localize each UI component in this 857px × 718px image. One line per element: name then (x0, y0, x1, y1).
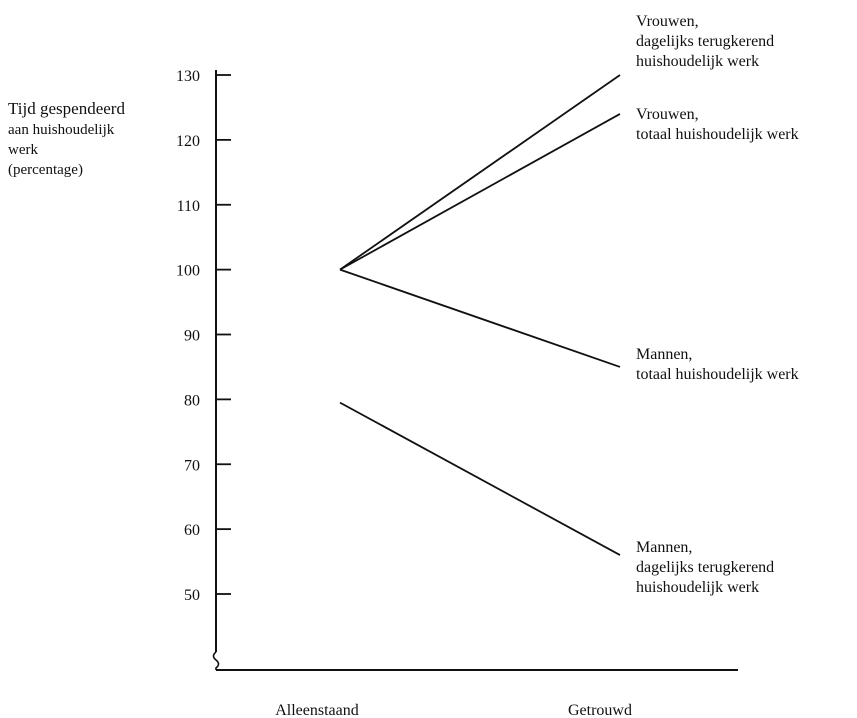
series-label-3-line-1: Mannen, (636, 346, 692, 363)
series-line-2 (339, 113, 621, 271)
y-tick-label-90: 90 (184, 328, 200, 345)
category-label-1: Alleenstaand (275, 702, 359, 718)
y-tick-label-130: 130 (176, 68, 200, 85)
y-tick-label-70: 70 (184, 457, 200, 474)
series-label-2: Vrouwen, totaal huishoudelijk werk (636, 106, 799, 143)
series-label-1-line-3: huishoudelijk werk (636, 53, 759, 70)
series-label-4-line-3: huishoudelijk werk (636, 579, 759, 596)
y-tick-label-110: 110 (177, 198, 200, 215)
series-label-4-line-2: dagelijks terugkerend (636, 559, 774, 576)
y-tick-label-80: 80 (184, 392, 200, 409)
y-axis-label: Tijd gespendeerd aan huishoudelijk werk … (8, 98, 125, 180)
series-line-1 (339, 74, 621, 271)
y-axis-label-line-4: (percentage) (8, 162, 83, 178)
series-label-4-line-1: Mannen, (636, 539, 692, 556)
y-axis-label-line-1: Tijd gespendeerd (8, 99, 125, 118)
y-ticks: 50 60 70 80 90 100 110 120 130 (176, 68, 231, 604)
y-axis-label-line-3: werk (8, 142, 38, 158)
category-label-2: Getrouwd (568, 702, 632, 718)
series-label-1: Vrouwen, dagelijks terugkerend huishoudeli… (636, 13, 774, 70)
y-axis-break (212, 651, 220, 670)
series-labels: Vrouwen, dagelijks terugkerend huishoudeli… (636, 13, 799, 596)
category-labels: Alleenstaand Getrouwd (275, 702, 632, 718)
series-label-2-line-2: totaal huishoudelijk werk (636, 126, 799, 143)
series-line-3 (339, 268, 621, 368)
series-label-3: Mannen, totaal huishoudelijk werk (636, 346, 799, 383)
series-label-2-line-1: Vrouwen, (636, 106, 699, 123)
series-line-4 (339, 401, 621, 556)
y-tick-label-60: 60 (184, 522, 200, 539)
axes (212, 70, 738, 671)
series-lines (339, 74, 621, 556)
y-tick-label-120: 120 (176, 133, 200, 150)
series-label-4: Mannen, dagelijks terugkerend huishoudelij… (636, 539, 774, 596)
series-label-1-line-2: dagelijks terugkerend (636, 33, 774, 50)
y-tick-label-50: 50 (184, 587, 200, 604)
y-axis-label-line-2: aan huishoudelijk (8, 122, 115, 138)
y-tick-label-100: 100 (176, 263, 200, 280)
series-label-1-line-1: Vrouwen, (636, 13, 699, 30)
series-label-3-line-2: totaal huishoudelijk werk (636, 366, 799, 383)
